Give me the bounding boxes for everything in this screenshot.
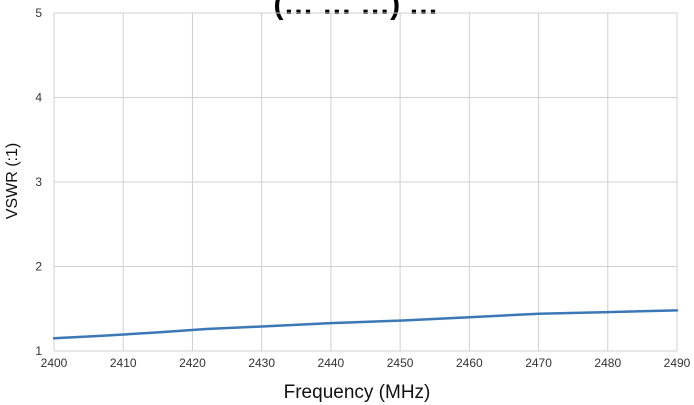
x-axis-title: Frequency (MHz)	[284, 382, 431, 403]
y-tick-label: 2	[35, 260, 42, 274]
x-tick-label: 2480	[594, 356, 621, 370]
y-tick-label: 5	[35, 6, 42, 20]
x-tick-label: 2460	[456, 356, 483, 370]
y-axis-title: VSWR (:1)	[4, 143, 21, 219]
y-tick-label: 4	[35, 91, 42, 105]
x-tick-label: 2430	[248, 356, 275, 370]
chart-title: (… … …) …	[274, 0, 439, 21]
gridlines	[53, 12, 678, 352]
x-tick-label: 2420	[179, 356, 206, 370]
y-tick-label: 1	[35, 344, 42, 358]
x-tick-label: 2470	[525, 356, 552, 370]
vswr-series-line	[52, 309, 679, 340]
x-tick-label: 2490	[664, 356, 691, 370]
x-tick-label: 2450	[387, 356, 414, 370]
x-tick-label: 2400	[41, 356, 68, 370]
y-tick-label: 3	[35, 175, 42, 189]
tick-labels: 2400 2410 2420 2430 2440 2450 2460 2470 2480 2490…	[35, 6, 690, 370]
x-tick-label: 2410	[110, 356, 137, 370]
x-tick-label: 2440	[318, 356, 345, 370]
series-group	[52, 309, 679, 340]
